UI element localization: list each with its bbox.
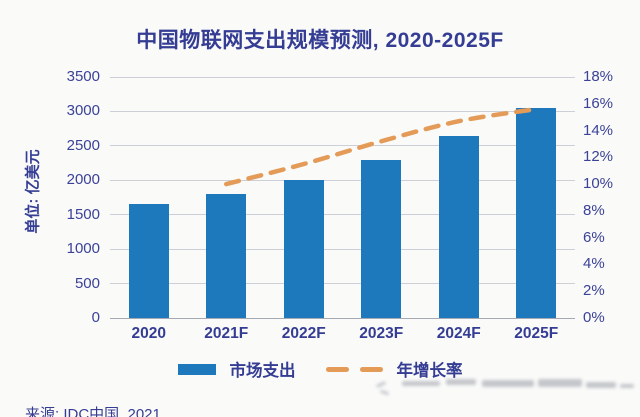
gridline (110, 214, 575, 216)
x-label-2020: 2020 (131, 325, 166, 342)
left-tick-label: 2500 (66, 136, 100, 154)
dashed-line-swatch-icon (325, 366, 383, 372)
bar-2022F (283, 180, 324, 318)
left-tick-label: 500 (74, 274, 100, 292)
legend-line-label: 年增长率 (396, 362, 463, 380)
x-axis-line (110, 317, 575, 319)
bar-2023F (361, 159, 402, 318)
gridline (110, 248, 575, 250)
gridline (110, 179, 575, 181)
right-tick-label: 4% (583, 255, 605, 273)
gridline (110, 283, 575, 285)
right-tick-label: 6% (583, 228, 605, 246)
gridline (110, 76, 575, 78)
x-label-2021F: 2021F (204, 325, 249, 342)
right-tick-label: 12% (583, 148, 614, 166)
plot-area (110, 76, 575, 319)
bar-2025F (516, 108, 557, 318)
right-tick-label: 2% (583, 282, 605, 300)
left-tick-label: 3000 (66, 102, 100, 120)
right-tick-label: 14% (583, 121, 614, 139)
right-tick-label: 10% (583, 175, 614, 193)
chart-title: 中国物联网支出规模预测, 2020-2025F (136, 29, 504, 52)
watermark-blur (375, 373, 638, 399)
bar-2021F (206, 194, 247, 318)
right-tick-label: 16% (583, 94, 614, 112)
left-tick-label: 0 (91, 309, 100, 326)
growth-rate-line (224, 106, 539, 187)
bar-2024F (438, 135, 479, 318)
legend-bar-label: 市场支出 (229, 362, 296, 380)
x-label-2022F: 2022F (281, 325, 326, 342)
right-tick-label: 8% (583, 201, 605, 219)
x-label-2025F: 2025F (514, 325, 559, 342)
right-tick-label: 18% (583, 68, 614, 85)
source-note: 来源: IDC中国, 2021 (25, 406, 161, 417)
y-axis-unit-label: 单位: 亿美元 (24, 149, 42, 234)
left-tick-label: 3500 (66, 68, 100, 85)
left-tick-label: 1500 (66, 205, 100, 223)
left-tick-label: 1000 (66, 240, 100, 258)
bar-2020 (128, 204, 169, 318)
x-label-2024F: 2024F (436, 325, 481, 342)
right-tick-label: 0% (583, 309, 605, 326)
bar-series-swatch-icon (177, 363, 216, 375)
left-tick-label: 2000 (66, 171, 100, 189)
x-label-2023F: 2023F (359, 325, 404, 342)
legend: 市场支出 年增长率 (0, 360, 640, 380)
gridline (110, 110, 575, 112)
gridline (110, 145, 575, 147)
